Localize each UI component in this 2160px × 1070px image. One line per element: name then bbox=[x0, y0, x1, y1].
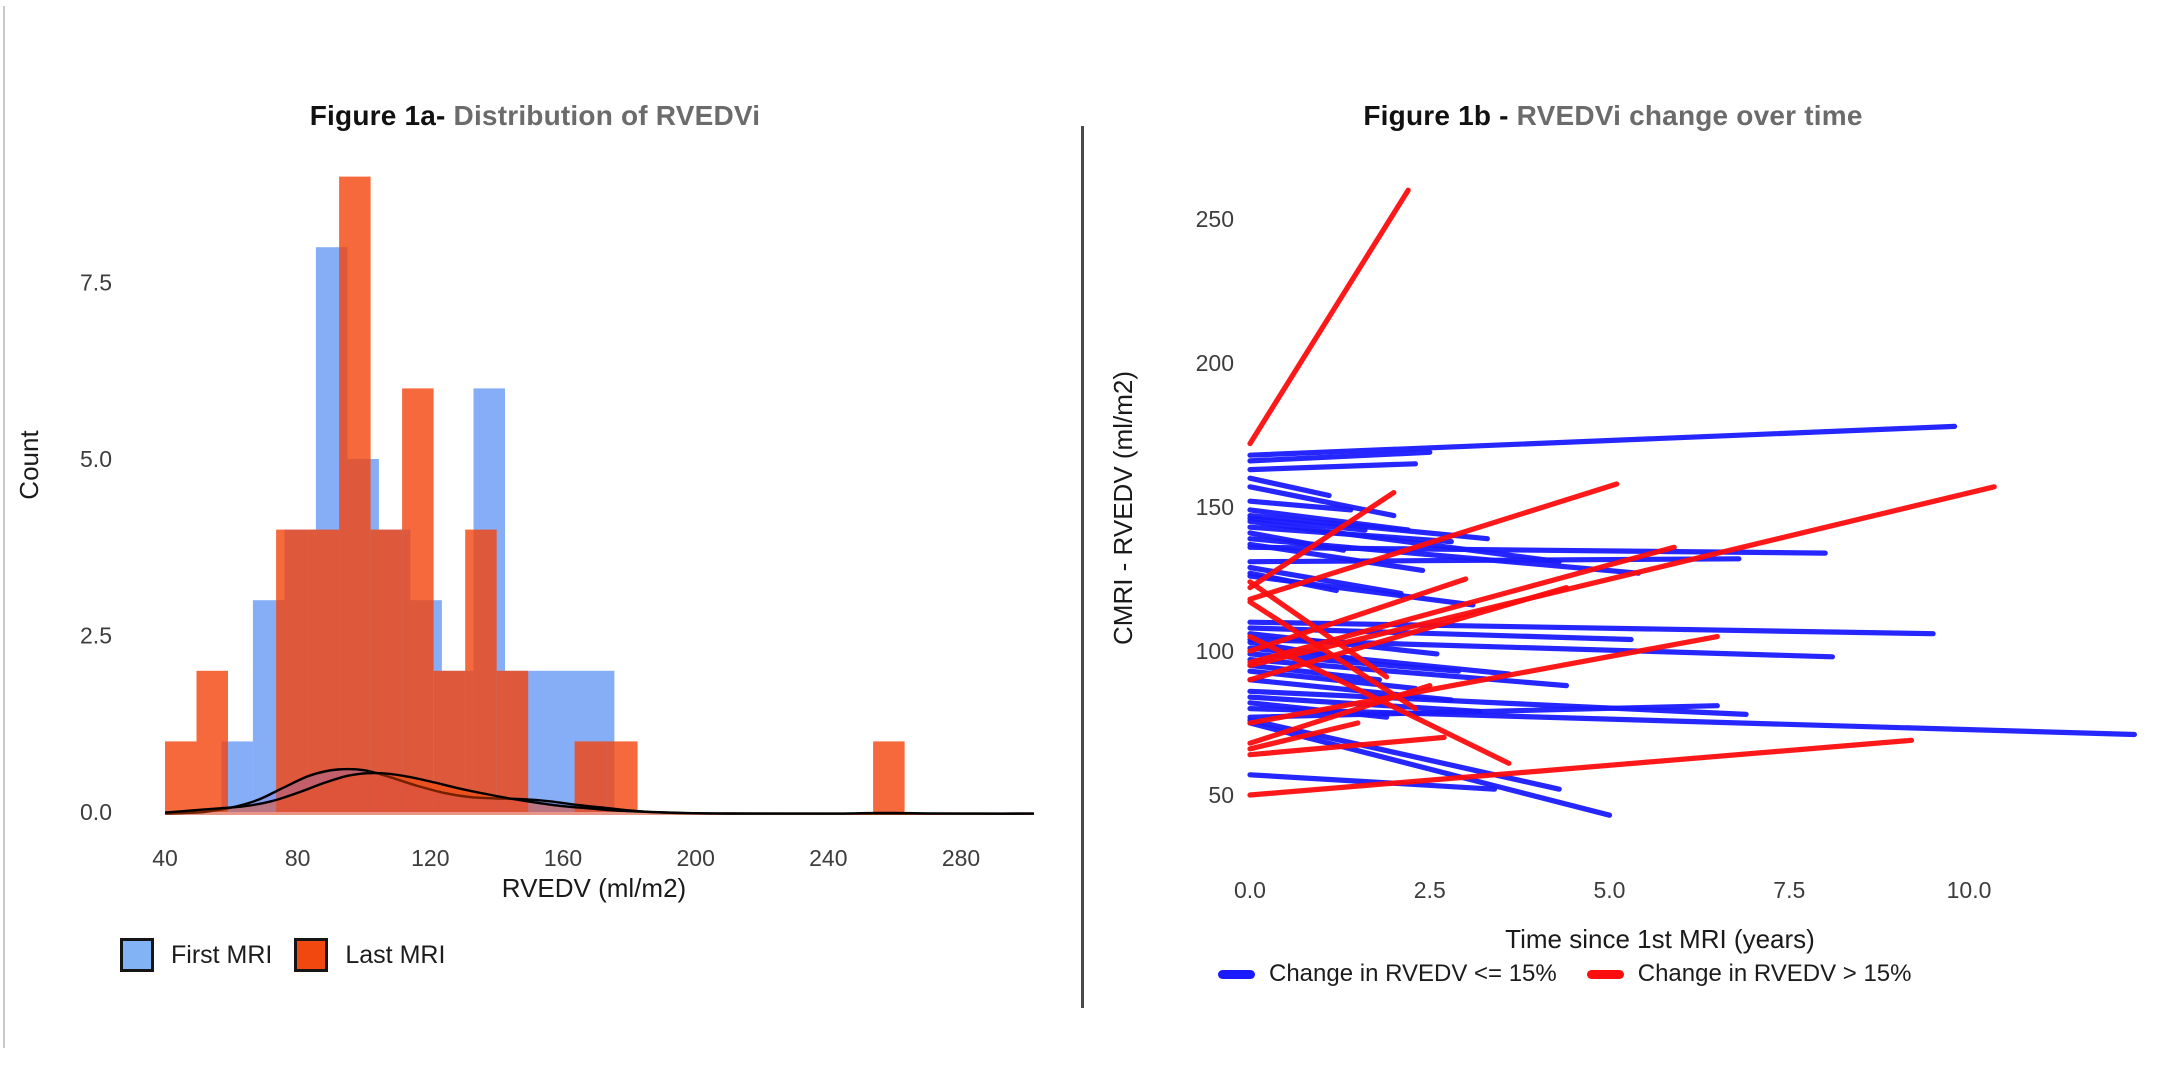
kde-last-mri-area bbox=[165, 773, 1034, 815]
red-dash-icon bbox=[1586, 969, 1624, 979]
trajectory-line-red bbox=[1247, 599, 1419, 712]
fig1a-y-axis-title: Count bbox=[14, 430, 44, 500]
fig1b-legend: Change in RVEDV <= 15% Change in RVEDV >… bbox=[1218, 960, 1911, 988]
fig1b-y-tick-label: 250 bbox=[1196, 206, 1234, 232]
hist-bar-last-mri bbox=[873, 741, 905, 812]
hist-bar-last-mri bbox=[496, 670, 529, 812]
fig1a-title-prefix: Figure 1a- bbox=[309, 100, 446, 131]
fig1b-x-tick-label: 7.5 bbox=[1773, 877, 1805, 903]
fig1a-y-tick-label: 2.5 bbox=[80, 623, 112, 649]
trajectory-line-red bbox=[1247, 633, 1720, 726]
hist-bar-last-mri bbox=[165, 741, 197, 812]
fig1b-y-tick-label: 50 bbox=[1208, 782, 1234, 808]
hist-bar-last-mri bbox=[402, 388, 434, 812]
hist-bar-last-mri bbox=[606, 741, 638, 812]
fig1a-x-tick-label: 120 bbox=[411, 845, 449, 871]
fig1a-x-tick-label: 160 bbox=[544, 845, 582, 871]
hist-bar-last-mri bbox=[370, 529, 403, 812]
trajectory-line-blue bbox=[1247, 688, 1749, 718]
fig1b-x-axis-title: Time since 1st MRI (years) bbox=[1505, 924, 1815, 954]
trajectory-line-blue bbox=[1247, 662, 1383, 683]
fig1a-x-axis-title: RVEDV (ml/m2) bbox=[502, 873, 686, 903]
hist-bar-last-mri bbox=[307, 529, 340, 812]
fig1b-y-tick-label: 150 bbox=[1196, 494, 1234, 520]
trajectory-line-blue bbox=[1247, 619, 1936, 637]
trajectory-line-red bbox=[1247, 544, 1677, 666]
fig1b-y-tick-label: 200 bbox=[1196, 350, 1234, 376]
fig1b-x-tick-label: 10.0 bbox=[1947, 877, 1992, 903]
trajectory-line-red bbox=[1247, 682, 1433, 746]
trajectory-line-blue bbox=[1247, 423, 1958, 458]
fig1b-title-text: RVEDVi change over time bbox=[1508, 100, 1863, 131]
trajectory-line-blue bbox=[1247, 720, 1613, 818]
fig1b-x-tick-label: 0.0 bbox=[1234, 877, 1266, 903]
hist-bar-last-mri bbox=[196, 670, 228, 812]
legend-label: Last MRI bbox=[345, 940, 446, 969]
trajectory-line-red bbox=[1247, 187, 1411, 447]
fig1a-legend: First MRI Last MRI bbox=[120, 938, 445, 972]
trajectory-line-red bbox=[1247, 490, 1397, 591]
fig1b-y-tick-label: 100 bbox=[1196, 638, 1234, 664]
trajectory-line-blue bbox=[1247, 498, 1354, 513]
kde-first-mri-area bbox=[165, 769, 1034, 815]
kde-last-mri-curve bbox=[164, 771, 1035, 815]
fig1a-title-text: Distribution of RVEDVi bbox=[445, 100, 761, 131]
fig1a-x-tick-label: 200 bbox=[677, 845, 715, 871]
fig1a-x-tick-label: 40 bbox=[152, 845, 178, 871]
trajectory-line-blue bbox=[1247, 556, 1742, 565]
fig1a-y-tick-label: 5.0 bbox=[80, 446, 112, 472]
hist-bar-last-mri bbox=[339, 176, 371, 813]
fig1a-y-tick-label: 0.0 bbox=[80, 799, 112, 825]
fig1a-title: Figure 1a- Distribution of RVEDVi bbox=[185, 100, 885, 132]
panel-divider-line bbox=[1081, 126, 1084, 1008]
trajectory-line-blue bbox=[1247, 772, 1498, 792]
trajectory-line-blue bbox=[1247, 475, 1332, 499]
legend-label: Change in RVEDV > 15% bbox=[1637, 960, 1912, 987]
blue-dash-icon bbox=[1218, 969, 1255, 979]
legend-item-change-gt-15: Change in RVEDV > 15% bbox=[1586, 960, 1912, 988]
fig1a-y-tick-label: 7.5 bbox=[80, 270, 112, 296]
trajectory-line-blue bbox=[1247, 518, 1562, 565]
trajectory-line-red bbox=[1247, 720, 1361, 752]
trajectory-line-blue bbox=[1247, 717, 1562, 792]
hist-bar-last-mri bbox=[465, 529, 497, 812]
page-left-border bbox=[3, 6, 5, 1048]
trajectory-line-blue bbox=[1247, 524, 1454, 545]
fig1b-title-prefix: Figure 1b - bbox=[1363, 100, 1509, 131]
trajectory-line-red bbox=[1247, 576, 1469, 654]
hist-bar-first-mri bbox=[536, 670, 568, 812]
trajectory-line-red bbox=[1247, 579, 1390, 680]
trajectory-line-blue bbox=[1247, 461, 1419, 473]
legend-item-last-mri: Last MRI bbox=[294, 938, 445, 972]
trajectory-line-blue bbox=[1247, 449, 1433, 464]
legend-item-change-le-15: Change in RVEDV <= 15% bbox=[1218, 960, 1557, 988]
fig1a-x-tick-label: 240 bbox=[809, 845, 847, 871]
trajectory-line-blue bbox=[1247, 573, 1476, 608]
trajectory-line-red bbox=[1247, 737, 1915, 798]
first-mri-swatch-icon bbox=[120, 938, 154, 972]
trajectory-line-blue bbox=[1247, 703, 1720, 720]
fig1b-x-tick-label: 2.5 bbox=[1414, 877, 1446, 903]
trajectory-line-red bbox=[1247, 734, 1447, 758]
trajectory-line-red bbox=[1247, 481, 1620, 602]
trajectory-line-blue bbox=[1247, 515, 1368, 533]
last-mri-swatch-icon bbox=[294, 938, 329, 972]
hist-bar-last-mri bbox=[574, 741, 607, 812]
fig1b-y-axis-title: CMRI - RVEDV (ml/m2) bbox=[1108, 371, 1138, 645]
hist-bar-last-mri bbox=[276, 529, 308, 812]
trajectory-line-blue bbox=[1247, 677, 1454, 703]
legend-item-first-mri: First MRI bbox=[120, 938, 272, 972]
fig1b-x-tick-label: 5.0 bbox=[1594, 877, 1626, 903]
fig1b-title: Figure 1b - RVEDVi change over time bbox=[1263, 100, 1963, 132]
fig1a-x-tick-label: 280 bbox=[942, 845, 980, 871]
legend-label: First MRI bbox=[171, 940, 273, 969]
trajectory-line-blue bbox=[1247, 536, 1641, 576]
fig1a-x-tick-label: 80 bbox=[285, 845, 311, 871]
trajectory-line-red bbox=[1247, 484, 1997, 669]
legend-label: Change in RVEDV <= 15% bbox=[1269, 960, 1557, 987]
